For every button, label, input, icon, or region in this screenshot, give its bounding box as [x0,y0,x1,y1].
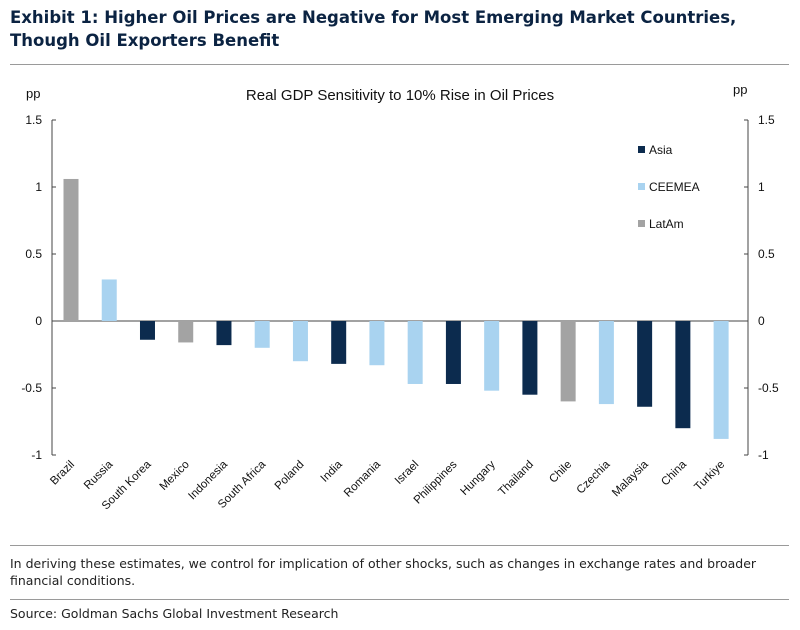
y-axis-label-left: pp [26,86,40,101]
bar-china [675,321,691,429]
y-tick-label-left: 0.5 [25,247,42,261]
x-tick-label: Poland [273,459,307,493]
y-tick-label-right: -0.5 [758,381,779,395]
x-tick-label: Czechia [575,458,613,496]
axes: 1.5 1.5 1 1 0.5 0.5 0 0 -0.5 -0.5 -1 -1 [21,113,779,462]
top-divider [10,64,789,65]
bar-brazil [63,178,79,321]
x-tick-label: Turkiye [692,459,727,494]
x-tick-label: Mexico [158,459,192,493]
exhibit-title: Exhibit 1: Higher Oil Prices are Negativ… [10,8,737,50]
y-tick-label-right: -1 [758,448,769,462]
y-tick-label-left: -0.5 [21,381,42,395]
x-tick-label: Thailand [496,459,536,499]
bar-romania [369,321,385,366]
x-tick-label: Romania [342,458,383,499]
legend-swatch-asia [638,146,645,153]
bars [63,178,729,439]
x-tick-label: China [659,458,689,488]
bar-turkiye [713,321,729,439]
bar-chart: Real GDP Sensitivity to 10% Rise in Oil … [21,82,779,512]
x-tick-label: Chile [547,459,574,486]
legend-label-latam: LatAm [649,217,684,231]
x-tick-label: Malaysia [610,458,651,499]
y-tick-label-right: 1.5 [758,113,775,127]
x-tick-label: Hungary [459,458,498,497]
bottom-divider [10,545,789,546]
x-tick-label: Israel [393,459,421,487]
legend: Asia CEEMEA LatAm [638,143,700,231]
legend-label-ceemea: CEEMEA [649,180,700,194]
y-tick-label-left: -1 [31,448,42,462]
y-tick-label-right: 0 [758,314,765,328]
footnote: In deriving these estimates, we control … [10,556,757,588]
y-axis-label-right: pp [733,82,747,97]
legend-swatch-ceemea [638,183,645,190]
bar-south-korea [139,321,155,340]
bar-czechia [598,321,614,405]
bar-poland [292,321,308,362]
bar-malaysia [637,321,653,407]
bar-hungary [484,321,500,391]
x-tick-label: Russia [82,458,116,492]
legend-label-asia: Asia [649,143,673,157]
bar-south-africa [254,321,270,348]
source-divider [10,599,789,600]
bar-mexico [178,321,194,343]
y-tick-label-left: 1 [35,180,42,194]
bar-philippines [445,321,461,384]
y-tick-label-left: 1.5 [25,113,42,127]
x-tick-label: Brazil [48,459,77,488]
y-tick-label-right: 1 [758,180,765,194]
bar-indonesia [216,321,232,346]
source-text: Source: Goldman Sachs Global Investment … [10,606,339,621]
legend-swatch-latam [638,220,645,227]
bar-russia [101,279,117,321]
chart-title: Real GDP Sensitivity to 10% Rise in Oil … [246,87,554,104]
y-tick-label-left: 0 [35,314,42,328]
bar-chile [560,321,576,402]
bar-india [331,321,347,364]
x-tick-label: India [319,458,346,485]
bar-thailand [522,321,538,395]
y-tick-label-right: 0.5 [758,247,775,261]
bar-israel [407,321,423,384]
